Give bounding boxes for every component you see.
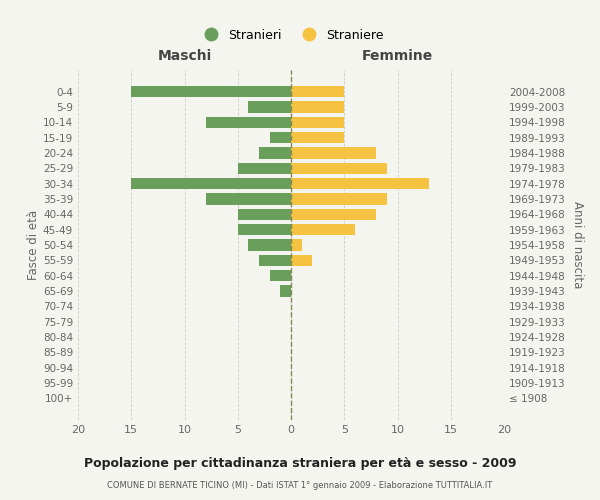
Bar (238, 208, 291, 220)
Bar (291, 116, 344, 128)
Bar (131, 86, 291, 98)
Bar (270, 270, 291, 281)
Text: COMUNE DI BERNATE TICINO (MI) - Dati ISTAT 1° gennaio 2009 - Elaborazione TUTTIT: COMUNE DI BERNATE TICINO (MI) - Dati IST… (107, 481, 493, 490)
Y-axis label: Fasce di età: Fasce di età (27, 210, 40, 280)
Bar (270, 132, 291, 143)
Y-axis label: Anni di nascita: Anni di nascita (571, 202, 584, 288)
Text: Popolazione per cittadinanza straniera per età e sesso - 2009: Popolazione per cittadinanza straniera p… (84, 458, 516, 470)
Text: Maschi: Maschi (157, 49, 212, 63)
Bar (291, 132, 344, 143)
Legend: Stranieri, Straniere: Stranieri, Straniere (193, 24, 389, 47)
Bar (291, 254, 313, 266)
Bar (291, 178, 430, 190)
Bar (238, 162, 291, 174)
Bar (206, 193, 291, 204)
Bar (238, 224, 291, 235)
Bar (291, 208, 376, 220)
Bar (291, 162, 387, 174)
Bar (280, 286, 291, 297)
Text: Femmine: Femmine (362, 49, 433, 63)
Bar (259, 254, 291, 266)
Bar (131, 178, 291, 190)
Bar (291, 224, 355, 235)
Bar (259, 147, 291, 158)
Bar (206, 116, 291, 128)
Bar (291, 147, 376, 158)
Bar (291, 86, 344, 98)
Bar (248, 239, 291, 251)
Bar (291, 193, 387, 204)
Bar (291, 101, 344, 112)
Bar (291, 239, 302, 251)
Bar (248, 101, 291, 112)
